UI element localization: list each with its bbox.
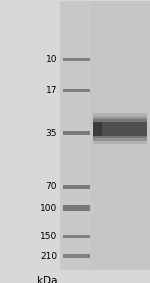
Bar (60, 1, 150, 270)
Text: 100: 100 (40, 203, 57, 213)
Bar (63, 254, 90, 258)
Bar (93, 113, 147, 122)
Bar (93, 136, 147, 141)
Text: kDa: kDa (36, 276, 57, 283)
Bar (63, 205, 90, 211)
Bar (93, 136, 147, 144)
Bar (93, 119, 147, 122)
Text: 17: 17 (45, 86, 57, 95)
Bar (63, 58, 90, 61)
Bar (93, 122, 102, 136)
Bar (63, 185, 90, 189)
Text: 10: 10 (45, 55, 57, 64)
Bar (93, 117, 147, 122)
Text: 35: 35 (45, 128, 57, 138)
Text: 150: 150 (40, 232, 57, 241)
Bar (63, 89, 90, 92)
Text: 210: 210 (40, 252, 57, 261)
Bar (63, 131, 90, 135)
Bar (60, 1, 99, 270)
Bar (90, 1, 150, 270)
Bar (93, 136, 147, 138)
Bar (63, 235, 90, 238)
Bar (93, 122, 147, 136)
Text: 70: 70 (45, 182, 57, 191)
